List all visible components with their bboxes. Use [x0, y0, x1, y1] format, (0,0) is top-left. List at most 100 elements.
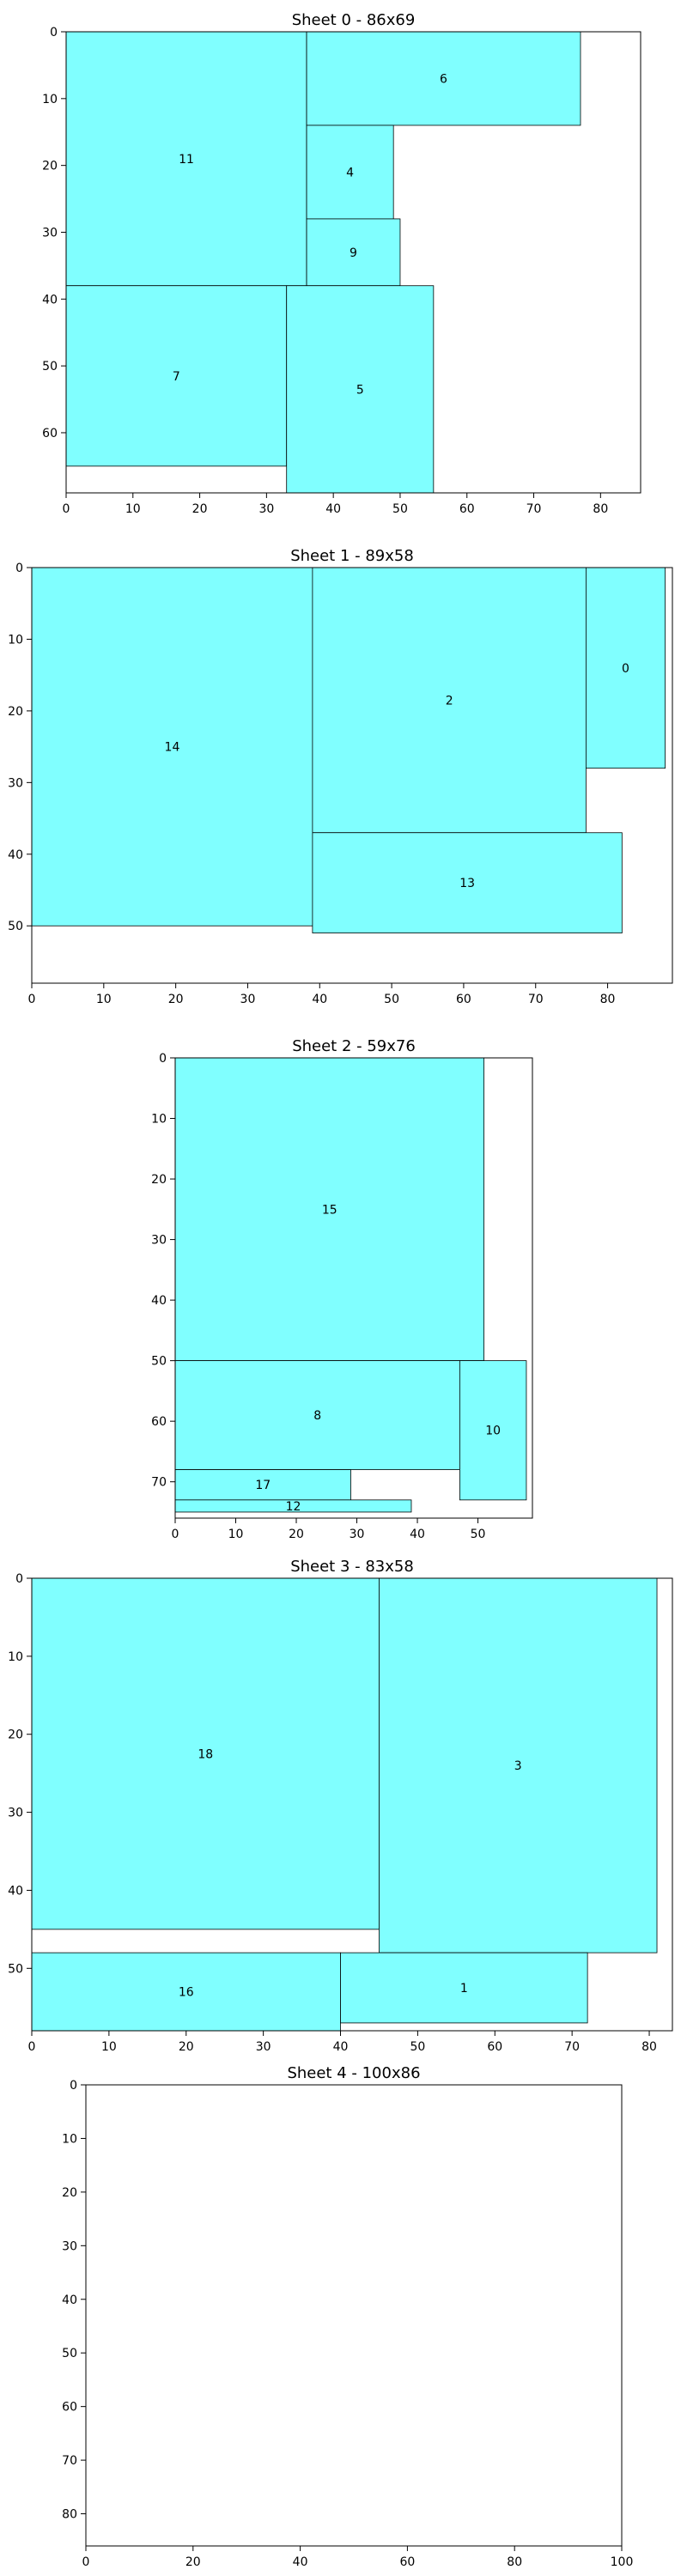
piece-label-6: 6	[440, 72, 447, 86]
x-tick-label: 0	[63, 502, 70, 516]
x-tick-label: 40	[410, 1528, 425, 1541]
piece-label-1: 1	[460, 1982, 468, 1996]
x-tick-label: 70	[526, 502, 542, 516]
x-tick-label: 50	[392, 502, 408, 516]
y-tick-label: 80	[62, 2508, 77, 2522]
piece-rect-11	[65, 31, 307, 287]
piece-rect-7	[65, 285, 288, 467]
sheet-4-title: Sheet 4 - 100x86	[287, 2064, 420, 2082]
x-tick-label: 30	[258, 502, 274, 516]
x-tick-label: 80	[641, 2040, 657, 2054]
y-tick-label: 60	[62, 2401, 77, 2415]
piece-label-2: 2	[446, 694, 453, 708]
y-tick-label: 0	[50, 26, 58, 39]
y-tick-label: 10	[62, 2132, 77, 2146]
sheet-2-title: Sheet 2 - 59x76	[292, 1037, 416, 1055]
piece-rect-18	[31, 1577, 380, 1930]
y-tick-label: 10	[8, 1650, 23, 1664]
x-tick-label: 20	[179, 2040, 194, 2054]
piece-rect-15	[174, 1057, 484, 1362]
x-tick-label: 60	[459, 502, 475, 516]
y-tick-label: 40	[42, 293, 58, 307]
x-tick-label: 0	[82, 2555, 90, 2569]
y-tick-label: 20	[8, 1728, 23, 1742]
piece-label-14: 14	[165, 741, 180, 755]
piece-label-11: 11	[179, 153, 194, 167]
y-tick-label: 0	[15, 1572, 23, 1586]
x-tick-label: 20	[192, 502, 208, 516]
piece-rect-16	[31, 1952, 341, 2032]
piece-rect-2	[312, 567, 587, 834]
piece-label-15: 15	[322, 1203, 337, 1217]
y-tick-label: 0	[15, 562, 23, 575]
y-tick-label: 50	[62, 2347, 77, 2360]
piece-rect-9	[306, 218, 401, 287]
x-tick-label: 60	[399, 2555, 415, 2569]
x-tick-label: 100	[611, 2555, 634, 2569]
x-tick-label: 50	[384, 993, 399, 1006]
y-tick-label: 40	[151, 1294, 167, 1308]
y-tick-label: 30	[8, 1807, 23, 1820]
x-tick-label: 80	[593, 502, 608, 516]
x-tick-label: 60	[456, 993, 471, 1006]
x-tick-label: 30	[350, 1528, 365, 1541]
sheet-0-frame	[65, 31, 641, 494]
x-tick-label: 40	[333, 2040, 349, 2054]
piece-rect-6	[306, 31, 581, 126]
piece-label-9: 9	[350, 246, 357, 260]
x-tick-label: 80	[507, 2555, 522, 2569]
piece-label-5: 5	[356, 383, 364, 397]
piece-rect-0	[586, 567, 666, 769]
y-tick-label: 50	[42, 360, 58, 374]
piece-rect-10	[459, 1360, 527, 1501]
y-tick-label: 30	[8, 776, 23, 790]
y-tick-label: 60	[151, 1415, 167, 1429]
piece-label-3: 3	[514, 1759, 522, 1773]
piece-rect-17	[174, 1469, 351, 1501]
y-tick-label: 40	[62, 2293, 77, 2307]
piece-rect-4	[306, 125, 394, 220]
y-tick-label: 0	[70, 2079, 77, 2093]
piece-label-18: 18	[198, 1747, 213, 1761]
x-tick-label: 50	[410, 2040, 425, 2054]
y-tick-label: 10	[151, 1113, 167, 1127]
sheet-2-plot: Sheet 2 - 59x76 15 8 10 17 12 0 10 20 30 40 50 0 10 20…	[151, 1037, 533, 1541]
y-tick-label: 10	[8, 633, 23, 647]
y-tick-label: 40	[8, 848, 23, 862]
x-tick-label: 30	[256, 2040, 271, 2054]
x-tick-label: 50	[471, 1528, 486, 1541]
x-tick-label: 40	[293, 2555, 308, 2569]
y-tick-label: 30	[151, 1234, 167, 1248]
x-tick-label: 0	[28, 2040, 36, 2054]
y-tick-label: 10	[42, 93, 58, 106]
sheet-2-frame	[174, 1057, 533, 1519]
piece-rect-1	[340, 1952, 588, 2024]
sheet-4-frame	[85, 2084, 623, 2547]
x-tick-label: 40	[325, 502, 341, 516]
y-tick-label: 40	[8, 1884, 23, 1898]
x-tick-label: 70	[564, 2040, 580, 2054]
x-tick-label: 70	[528, 993, 544, 1006]
piece-rect-8	[174, 1360, 460, 1470]
y-tick-label: 20	[8, 705, 23, 719]
y-tick-label: 70	[62, 2454, 77, 2468]
x-tick-label: 10	[96, 993, 112, 1006]
x-tick-label: 10	[228, 1528, 244, 1541]
y-tick-label: 20	[151, 1173, 167, 1187]
x-tick-label: 10	[125, 502, 141, 516]
x-tick-label: 0	[172, 1528, 179, 1541]
x-tick-label: 80	[600, 993, 616, 1006]
piece-label-16: 16	[179, 1986, 194, 2000]
y-tick-label: 60	[42, 427, 58, 440]
x-tick-label: 60	[487, 2040, 502, 2054]
x-tick-label: 20	[185, 2555, 201, 2569]
sheet-1-title: Sheet 1 - 89x58	[290, 547, 414, 565]
y-tick-label: 50	[151, 1355, 167, 1369]
sheet-1-frame	[31, 567, 673, 984]
piece-label-0: 0	[622, 662, 629, 676]
y-tick-label: 50	[8, 1962, 23, 1976]
piece-label-4: 4	[346, 166, 354, 179]
piece-label-7: 7	[173, 370, 180, 384]
